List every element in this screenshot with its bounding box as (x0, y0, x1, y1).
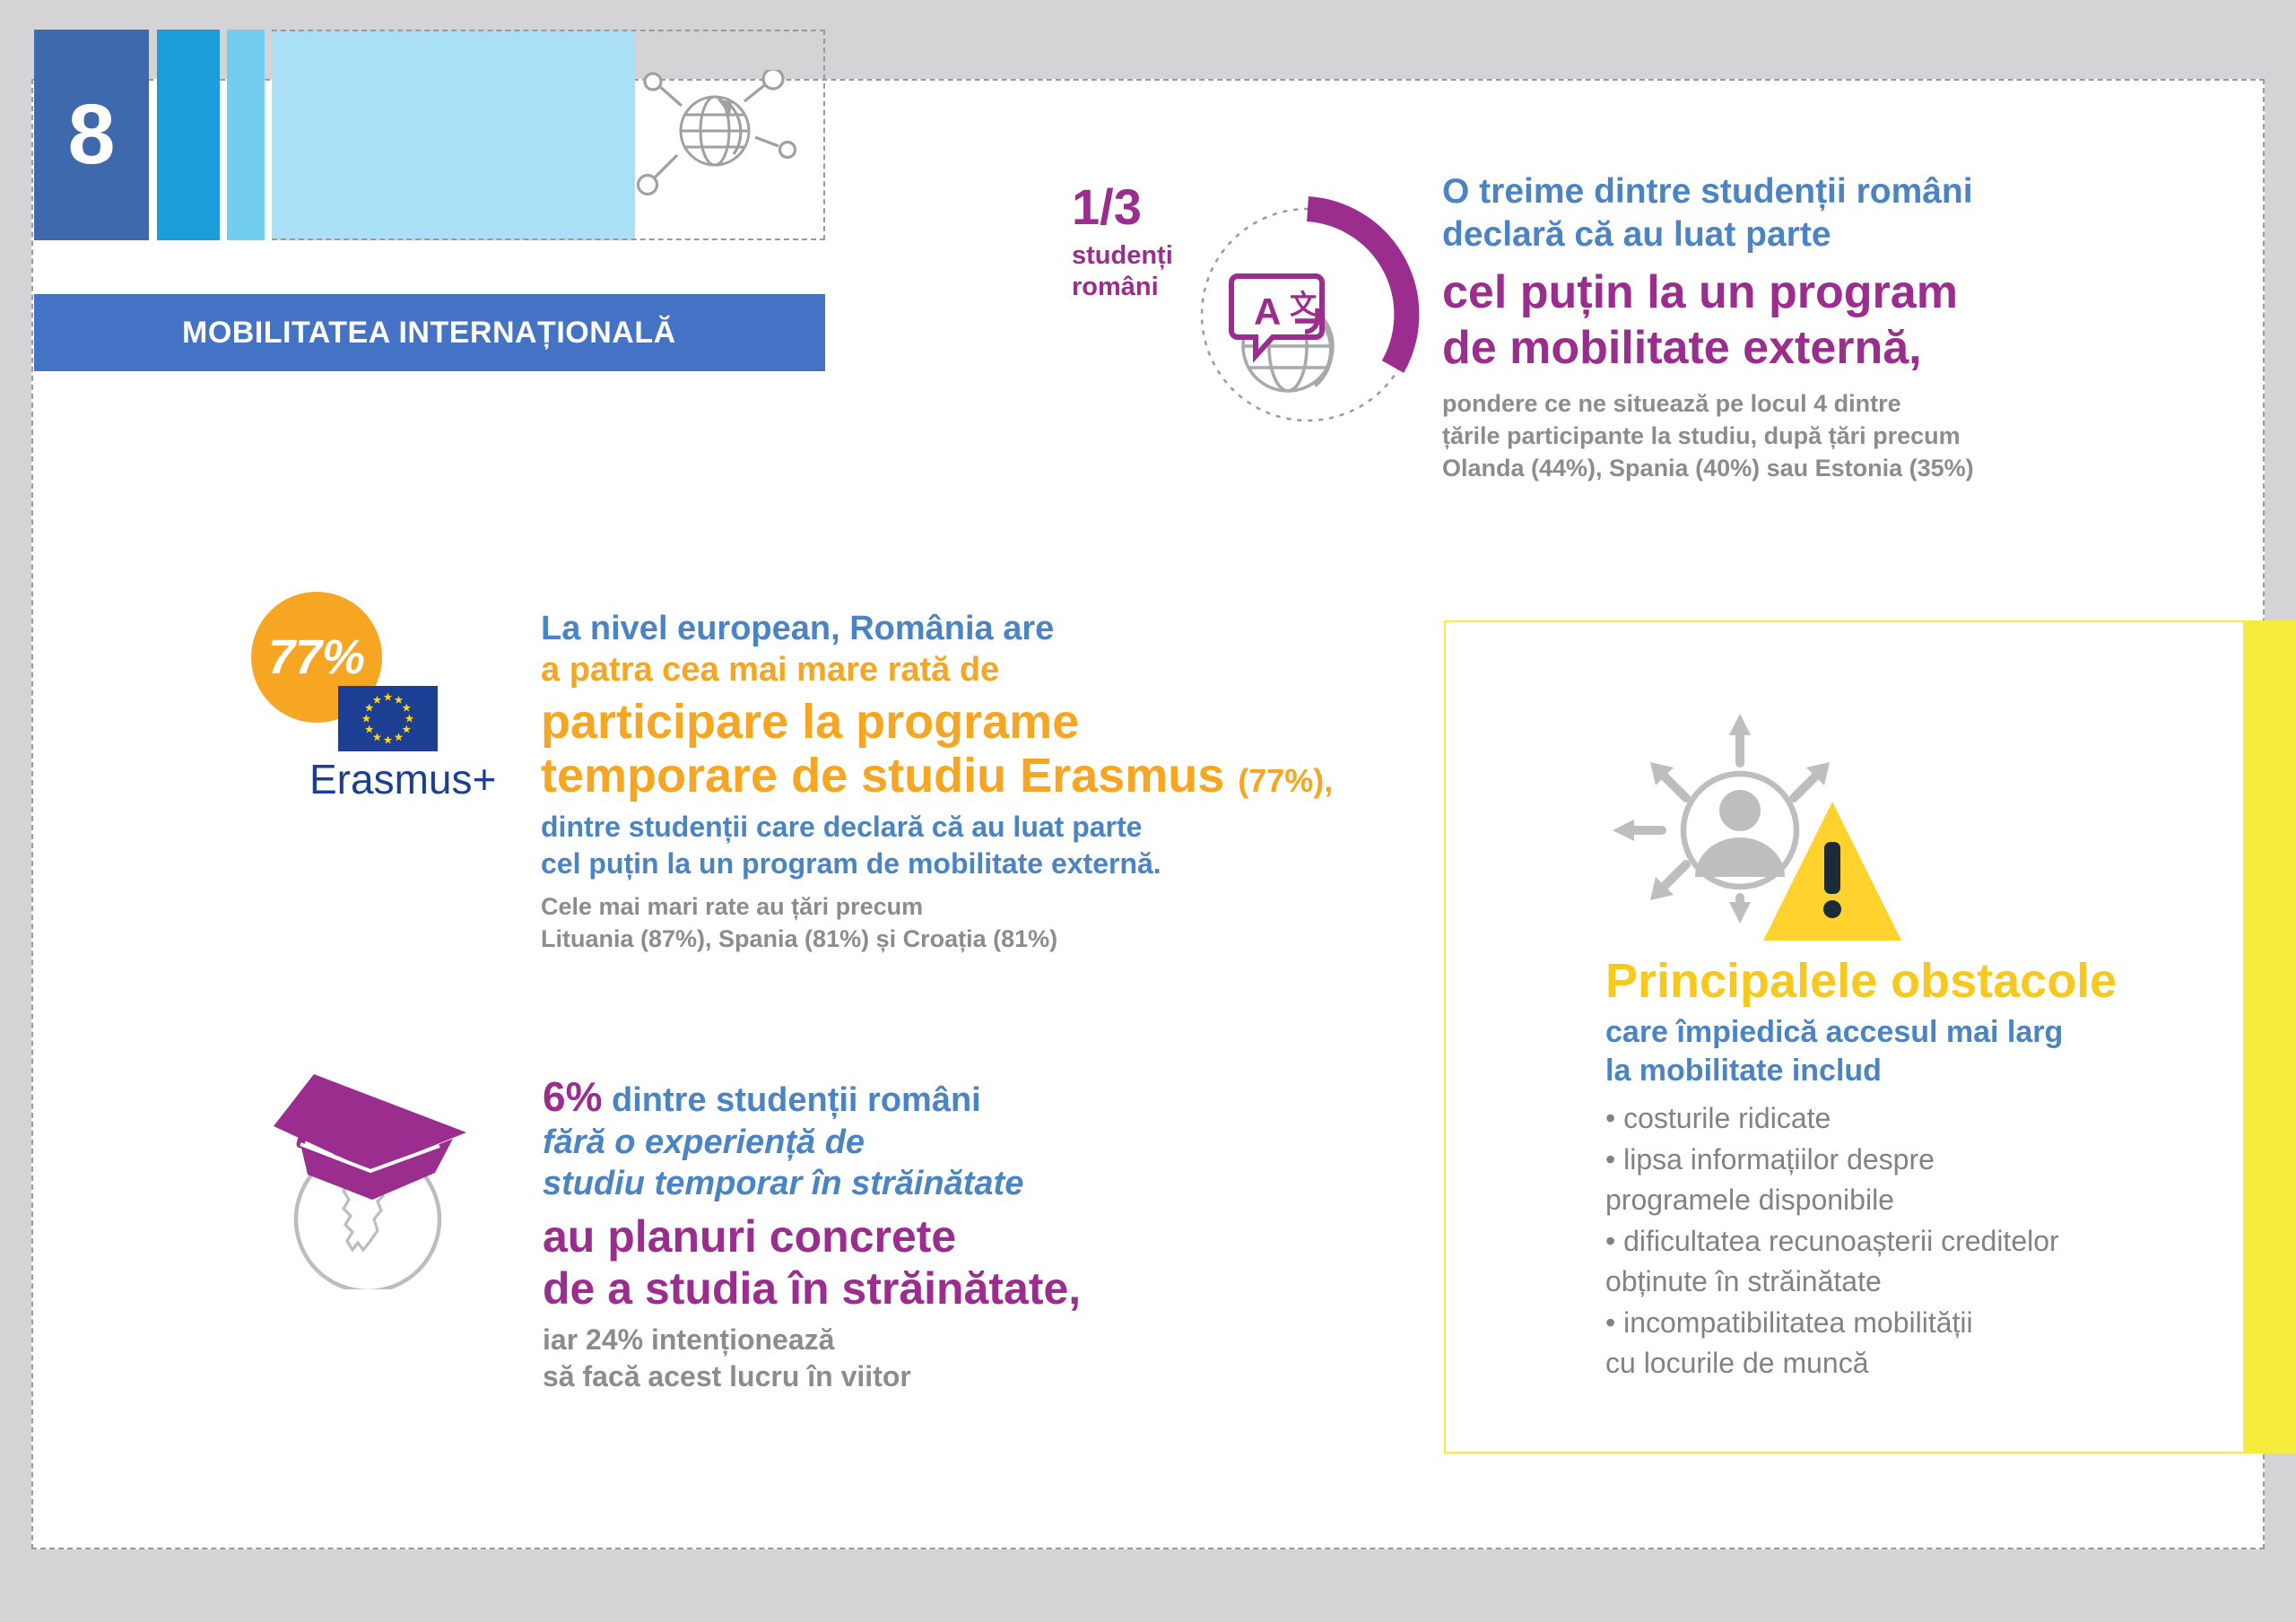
svg-text:A: A (1254, 291, 1281, 333)
svg-text:文: 文 (1290, 290, 1317, 320)
